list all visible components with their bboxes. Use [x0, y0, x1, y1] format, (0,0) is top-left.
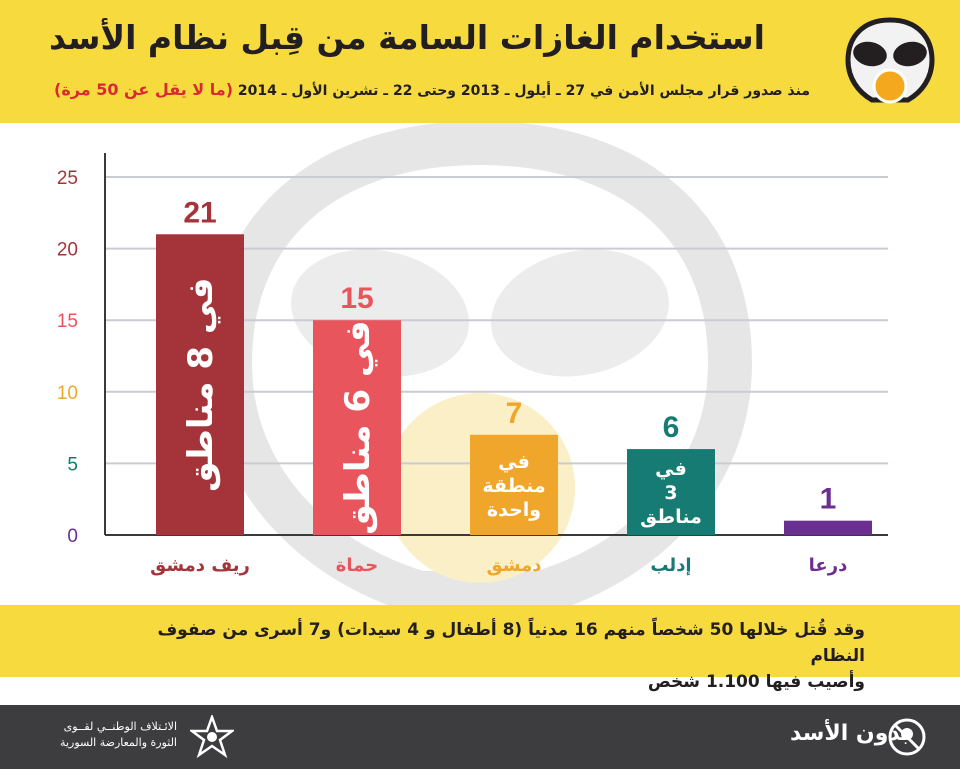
bar-value-label: 7 — [506, 397, 523, 430]
bar — [313, 320, 401, 535]
gas-mask-icon — [845, 17, 935, 104]
category-label: حماة — [336, 555, 378, 576]
note-line-2: وأصيب فيها 1.100 شخص — [647, 672, 865, 692]
subtitle-highlight: (ما لا يقل عن 50 مرة) — [54, 80, 234, 99]
bar — [627, 449, 715, 535]
note-banner: وقد قُتل خلالها 50 شخصاً منهم 16 مدنياً … — [0, 605, 960, 692]
bar-inner-label: في 6 مناطق — [338, 320, 378, 534]
y-tick-label: 0 — [67, 526, 78, 547]
header-banner: استخدام الغازات السامة من قِبل نظام الأس… — [0, 0, 960, 123]
no-assad-logo-icon — [888, 718, 926, 756]
bar-value-label: 21 — [183, 196, 216, 229]
y-tick-label: 10 — [57, 383, 78, 404]
star-logo-icon — [190, 715, 234, 759]
bar-inner-label: واحدة — [487, 499, 541, 521]
page-subtitle: منذ صدور قرار مجلس الأمن في 27 ـ أيلول ـ… — [54, 80, 810, 99]
coalition-line-1: الائـتلاف الوطنــي لقــوى — [63, 720, 177, 733]
note-line-1: وقد قُتل خلالها 50 شخصاً منهم 16 مدنياً … — [157, 620, 865, 666]
chart-plot-area: 0 5 10 15 20 25 21 ريف دمشق في 8 مناطق 15 حماة في 6… — [57, 153, 888, 576]
bar-inner-label: منطقة — [482, 475, 545, 497]
category-label: إدلب — [650, 555, 691, 576]
footer-bar: الائـتلاف الوطنــي لقــوى الثورة والمعار… — [0, 705, 960, 769]
page-title: استخدام الغازات السامة من قِبل نظام الأس… — [49, 18, 765, 57]
bar-chart: 0 5 10 15 20 25 21 ريف دمشق في 8 مناطق 15 حماة في 6… — [0, 123, 960, 605]
category-label: ريف دمشق — [150, 555, 250, 576]
subtitle-text: منذ صدور قرار مجلس الأمن في 27 ـ أيلول ـ… — [237, 83, 810, 99]
category-label: درعا — [809, 555, 848, 576]
bar — [156, 234, 244, 535]
coalition-line-2: الثورة والمعارضة السورية — [60, 736, 177, 749]
coalition-name: الائـتلاف الوطنــي لقــوى الثورة والمعار… — [52, 719, 177, 751]
casualties-note: وقد قُتل خلالها 50 شخصاً منهم 16 مدنياً … — [105, 617, 865, 695]
bar-inner-label: في — [655, 458, 687, 480]
bar-inner-label: في 8 مناطق — [181, 277, 221, 491]
category-label: دمشق — [487, 555, 542, 576]
y-tick-label: 15 — [57, 311, 78, 332]
bar-inner-label: 3 — [664, 482, 677, 504]
bar-value-label: 1 — [820, 483, 837, 516]
bar-inner-label: مناطق — [640, 506, 702, 528]
bar-value-label: 15 — [340, 282, 373, 315]
bar — [784, 520, 872, 535]
bar-value-label: 6 — [663, 411, 680, 444]
bar-inner-label: في — [498, 451, 530, 473]
y-tick-label: 20 — [57, 240, 78, 261]
bar — [470, 434, 558, 535]
y-tick-label: 5 — [67, 454, 78, 475]
y-tick-label: 25 — [57, 168, 78, 189]
